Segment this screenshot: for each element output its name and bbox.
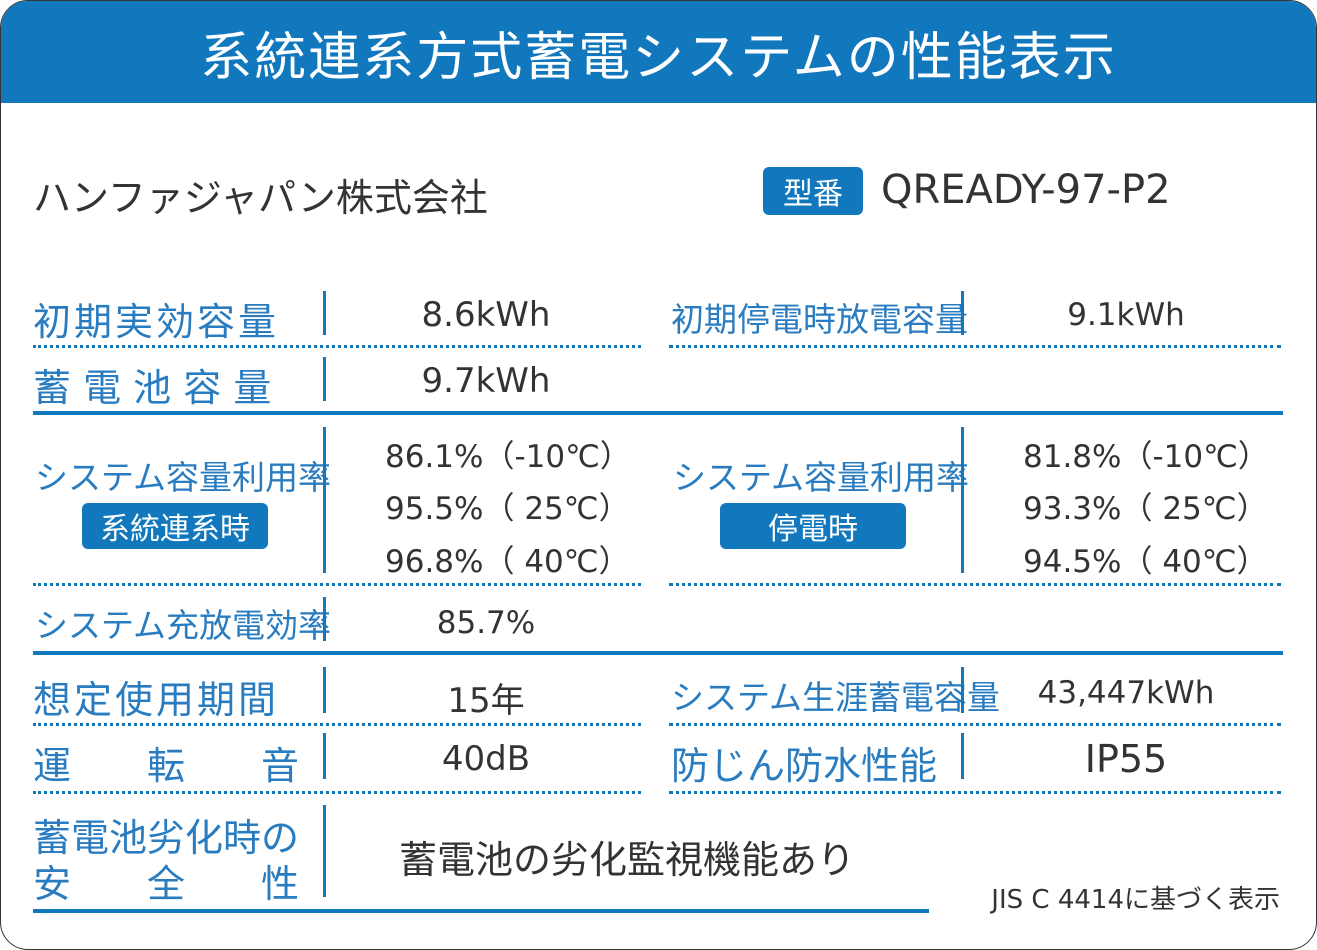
model-number: QREADY-97-P2 [881,167,1171,213]
page-title: 系統連系方式蓄電システムの性能表示 [1,1,1316,103]
divider [323,597,326,641]
divider [961,667,964,713]
noise-label: 運 転 音 [33,744,300,788]
divider [961,291,964,335]
lifetime-capacity-value: 43,447kWh [1037,675,1215,711]
battery-capacity-label: 蓄 電 池 容 量 [33,366,272,410]
expected-life-label: 想定使用期間 [33,678,280,722]
dotted-separator [33,723,641,726]
divider [323,291,326,335]
divider [323,805,326,897]
dotted-separator [33,583,641,586]
lifetime-capacity-label: システム生涯蓄電容量 [671,678,1001,717]
battery-capacity-value: 9.7kWh [421,361,551,401]
section-separator [33,411,1283,415]
efficiency-label: システム充放電効率 [35,606,332,645]
utilization-grid-label: システム容量利用率 [35,458,332,497]
ip-rating-value: IP55 [1084,737,1168,781]
section-separator [33,651,1283,655]
noise-value: 40dB [441,739,531,779]
utilization-outage-value-2: 93.3%（ 25℃） [1023,491,1268,527]
initial-capacity-label: 初期実効容量 [33,300,280,344]
utilization-grid-value-2: 95.5%（ 25℃） [385,491,630,527]
dotted-separator [669,345,1281,348]
divider [323,427,326,573]
company-name: ハンファジャパン株式会社 [33,176,488,220]
divider [961,427,964,573]
initial-outage-capacity-value: 9.1kWh [1067,297,1185,333]
footnote: JIS C 4414に基づく表示 [991,885,1280,915]
efficiency-value: 85.7% [436,605,536,641]
dotted-separator [669,723,1281,726]
divider [961,733,964,779]
initial-capacity-value: 8.6kWh [421,295,551,335]
power-outage-badge: 停電時 [720,503,906,549]
expected-life-value: 15年 [447,681,525,721]
dotted-separator [33,345,641,348]
safety-label-line1: 蓄電池劣化時の [33,816,300,860]
utilization-outage-label: システム容量利用率 [673,458,970,497]
utilization-outage-value-1: 81.8%（-10℃） [1023,439,1269,475]
bottom-separator [33,909,929,913]
divider [323,357,326,401]
grid-connected-badge: 系統連系時 [82,503,268,549]
divider [323,733,326,779]
ip-rating-label: 防じん防水性能 [671,744,938,788]
safety-value: 蓄電池の劣化監視機能あり [399,838,856,882]
utilization-grid-value-3: 96.8%（ 40℃） [385,544,630,580]
dotted-separator [669,583,1281,586]
model-badge: 型番 [763,167,863,215]
divider [323,667,326,713]
safety-label-line2: 安 全 性 [33,862,300,906]
utilization-outage-value-3: 94.5%（ 40℃） [1023,544,1268,580]
dotted-separator [33,791,641,794]
initial-outage-capacity-label: 初期停電時放電容量 [671,300,968,339]
dotted-separator [669,791,1281,794]
utilization-grid-value-1: 86.1%（-10℃） [385,439,631,475]
